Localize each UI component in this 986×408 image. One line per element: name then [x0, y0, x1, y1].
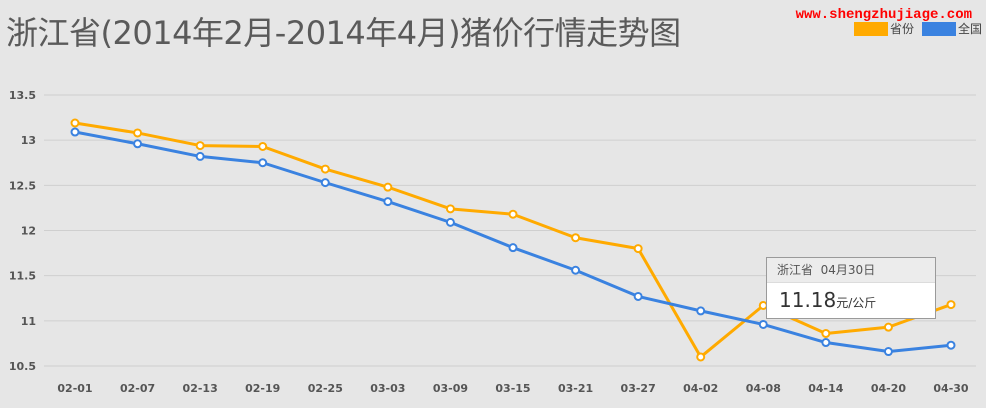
data-point-0-0[interactable] — [70, 118, 80, 128]
x-tick-label-02-25: 02-25 — [308, 382, 343, 395]
legend-item-province[interactable]: 省份 — [853, 20, 914, 37]
x-tick-label-03-09: 03-09 — [433, 382, 468, 395]
x-tick-label-03-15: 03-15 — [495, 382, 530, 395]
x-axis-ticks: 02-01 02-07 02-13 02-19 02-25 03-03 03-09 03-15… — [57, 382, 969, 395]
data-point-1-3[interactable] — [258, 158, 268, 168]
x-tick-label-04-08: 04-08 — [746, 382, 781, 395]
series-layer — [70, 118, 956, 362]
x-tick-label-03-21: 03-21 — [558, 382, 593, 395]
y-tick-label-4: 12.5 — [9, 179, 36, 192]
data-point-1-8[interactable] — [571, 265, 581, 275]
y-tick-label-2: 11.5 — [9, 270, 36, 283]
x-tick-label-04-20: 04-20 — [871, 382, 907, 395]
x-tick-label-04-14: 04-14 — [808, 382, 844, 395]
data-point-0-2[interactable] — [195, 141, 205, 151]
watermark: www.shengzhujiage.com — [795, 7, 972, 23]
data-point-0-9[interactable] — [633, 244, 643, 254]
data-point-1-14[interactable] — [946, 340, 956, 350]
data-point-0-1[interactable] — [133, 128, 143, 138]
x-tick-label-03-27: 03-27 — [621, 382, 656, 395]
data-point-1-0[interactable] — [70, 127, 80, 137]
data-point-0-3[interactable] — [258, 141, 268, 151]
tooltip: 浙江省 04月30日 11.18元/公斤 — [766, 257, 936, 319]
chart-title: 浙江省(2014年2月-2014年4月)猪价行情走势图 — [6, 14, 681, 52]
data-point-0-10[interactable] — [696, 352, 706, 362]
tooltip-value: 11.18 — [779, 288, 837, 312]
data-point-1-1[interactable] — [133, 139, 143, 149]
data-point-0-14[interactable] — [946, 300, 956, 310]
y-tick-label-1: 11 — [21, 315, 36, 328]
tooltip-date: 04月30日 — [820, 263, 876, 277]
data-point-0-8[interactable] — [571, 233, 581, 243]
x-tick-label-04-30: 04-30 — [933, 382, 969, 395]
x-tick-label-02-19: 02-19 — [245, 382, 280, 395]
legend-label-national: 全国 — [957, 22, 982, 36]
data-point-0-5[interactable] — [383, 182, 393, 192]
data-point-1-11[interactable] — [758, 319, 768, 329]
data-point-1-13[interactable] — [883, 347, 893, 357]
tooltip-region: 浙江省 — [777, 263, 814, 277]
tooltip-body: 11.18元/公斤 — [767, 283, 935, 318]
y-axis-ticks: 10.5 11 11.5 12 12.5 13 13.5 — [9, 89, 36, 373]
legend-swatch-national — [921, 21, 956, 36]
x-tick-label-03-03: 03-03 — [370, 382, 405, 395]
data-point-1-9[interactable] — [633, 291, 643, 301]
x-tick-label-04-02: 04-02 — [683, 382, 718, 395]
tooltip-unit: 元/公斤 — [836, 296, 877, 310]
series-national — [70, 127, 956, 357]
x-tick-label-02-13: 02-13 — [183, 382, 218, 395]
y-tick-label-6: 13.5 — [9, 89, 36, 102]
y-tick-label-5: 13 — [21, 134, 36, 147]
data-point-0-12[interactable] — [821, 328, 831, 338]
data-point-0-4[interactable] — [320, 164, 330, 174]
data-point-0-13[interactable] — [883, 322, 893, 332]
data-point-1-2[interactable] — [195, 151, 205, 161]
y-tick-label-0: 10.5 — [9, 360, 36, 373]
data-point-0-7[interactable] — [508, 209, 518, 219]
x-tick-label-02-01: 02-01 — [57, 382, 92, 395]
legend: 省份 全国 — [853, 20, 982, 37]
series-province — [70, 118, 956, 362]
tooltip-header: 浙江省 04月30日 — [767, 258, 935, 283]
x-tick-label-02-07: 02-07 — [120, 382, 155, 395]
grid-lines — [44, 94, 976, 367]
y-tick-label-3: 12 — [21, 225, 36, 238]
data-point-1-5[interactable] — [383, 197, 393, 207]
data-point-1-6[interactable] — [445, 217, 455, 227]
data-point-1-12[interactable] — [821, 338, 831, 348]
data-point-1-4[interactable] — [320, 178, 330, 188]
data-point-1-7[interactable] — [508, 243, 518, 253]
data-point-0-6[interactable] — [445, 204, 455, 214]
legend-label-province: 省份 — [889, 22, 914, 36]
legend-item-national[interactable]: 全国 — [921, 20, 982, 37]
data-point-1-10[interactable] — [696, 306, 706, 316]
legend-swatch-province — [853, 21, 888, 36]
